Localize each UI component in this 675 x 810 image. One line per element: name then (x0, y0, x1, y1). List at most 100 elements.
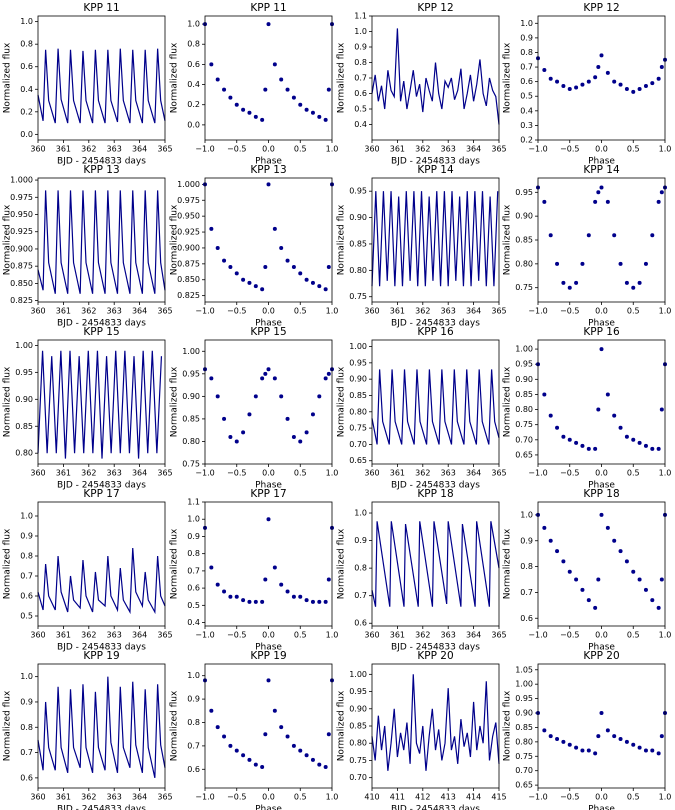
y-tick-label: 0.75 (349, 292, 367, 301)
phase-point (323, 599, 328, 604)
y-tick-label: 0.9 (20, 532, 33, 541)
y-tick-label: 0.80 (15, 449, 33, 458)
y-axis-label: Normalized flux (170, 42, 180, 113)
x-tick-label: 414 (466, 793, 481, 802)
y-tick-label: 0.80 (349, 407, 367, 416)
y-tick-label: 0.90 (515, 709, 533, 718)
phase-point (542, 728, 547, 733)
x-tick-label: 365 (157, 793, 172, 802)
phase-point (643, 748, 648, 753)
panel-title: KPP 12 (583, 2, 619, 14)
x-tick-label: 410 (364, 793, 379, 802)
x-axis-label: Phase (588, 481, 615, 491)
panel-title: KPP 16 (583, 326, 620, 338)
phase-point (266, 182, 271, 187)
phase-point (209, 376, 214, 381)
y-tick-label: 0.6 (520, 614, 533, 623)
phase-point (599, 185, 604, 190)
light-curve (371, 28, 500, 125)
phase-point (659, 407, 664, 412)
x-axis-label: BJD - 2454833 days (391, 805, 480, 810)
plot-frame (371, 177, 500, 303)
phase-point (659, 577, 664, 582)
x-tick-label: 362 (81, 631, 96, 640)
phase-point (260, 117, 265, 122)
y-tick-label: 0.975 (10, 193, 33, 202)
phase-point (263, 371, 268, 376)
phase-point (542, 199, 547, 204)
x-tick-label: −1.0 (528, 631, 547, 640)
phase-point (650, 233, 655, 238)
x-tick-label: 0.5 (627, 145, 640, 154)
y-tick-label: 1.0 (354, 509, 367, 518)
x-tick-label: 364 (466, 307, 481, 316)
x-tick-label: 360 (30, 307, 45, 316)
x-axis-label: Phase (255, 643, 282, 653)
x-tick-label: −1.0 (528, 793, 547, 802)
phase-point (593, 605, 598, 610)
phase-point (586, 233, 591, 238)
panel: KPP 16 BJD - 2454833 days Normalized flux 3… (337, 326, 507, 491)
phase-point (643, 587, 648, 592)
phase-point (612, 233, 617, 238)
x-tick-label: 361 (56, 145, 71, 154)
plot-frame (204, 177, 333, 303)
phase-point (291, 434, 296, 439)
phase-point (624, 280, 629, 285)
phase-point (247, 599, 252, 604)
phase-point (247, 280, 252, 285)
phase-point (561, 84, 566, 89)
panel-title: KPP 16 (417, 326, 454, 338)
y-tick-label: 0.90 (515, 212, 533, 221)
y-tick-label: 0.75 (515, 283, 533, 292)
phase-point (574, 85, 579, 90)
phase-point (241, 277, 246, 282)
x-tick-label: 1.0 (659, 307, 672, 316)
y-tick-label: 0.6 (187, 765, 200, 774)
x-tick-label: 363 (441, 307, 456, 316)
phase-point (266, 22, 271, 27)
phase-point (209, 62, 214, 67)
y-tick-label: 0.0 (187, 120, 200, 129)
x-tick-label: −1.0 (528, 145, 547, 154)
x-axis-label: BJD - 2454833 days (57, 481, 146, 491)
y-tick-label: 0.90 (515, 375, 533, 384)
y-axis-label: Normalized flux (3, 366, 13, 437)
panel: KPP 11 Phase Normalized flux −1.0 −0.5 0.0 0.5… (170, 2, 339, 167)
x-tick-label: 363 (441, 631, 456, 640)
y-tick-label: 1.0 (520, 19, 533, 28)
phase-point (266, 678, 271, 683)
y-axis-label: Normalized flux (337, 366, 347, 437)
light-curve (37, 48, 166, 124)
x-tick-label: 1.0 (326, 307, 339, 316)
y-tick-label: 0.6 (20, 773, 33, 782)
y-tick-label: 1.0 (520, 510, 533, 519)
x-tick-label: 0.0 (595, 145, 608, 154)
phase-point (247, 757, 252, 762)
panel-title: KPP 14 (583, 164, 620, 176)
phase-point (656, 751, 661, 756)
x-tick-label: 0.5 (294, 793, 307, 802)
x-tick-label: 360 (364, 469, 379, 478)
x-tick-label: 364 (466, 469, 481, 478)
y-tick-label: 0.90 (349, 375, 367, 384)
plot-frame (204, 663, 333, 789)
phase-point (567, 742, 572, 747)
x-tick-label: 363 (107, 631, 122, 640)
phase-point (567, 569, 572, 574)
y-tick-label: 0.95 (349, 687, 367, 696)
x-tick-label: 0.5 (294, 307, 307, 316)
x-tick-label: 0.5 (294, 145, 307, 154)
x-tick-label: 411 (390, 793, 405, 802)
x-tick-label: 1.0 (659, 631, 672, 640)
panel: KPP 19 BJD - 2454833 days Normalized flux 3… (3, 650, 173, 810)
y-tick-label: 0.5 (520, 92, 533, 101)
panel-title: KPP 14 (417, 164, 454, 176)
phase-point (234, 594, 239, 599)
y-tick-label: 0.90 (349, 704, 367, 713)
plot-frame (37, 339, 166, 465)
phase-point (317, 762, 322, 767)
phase-point (612, 734, 617, 739)
phase-point (215, 245, 220, 250)
panel: KPP 17 Phase Normalized flux −1.0 −0.5 0.0 0.5… (170, 488, 339, 653)
